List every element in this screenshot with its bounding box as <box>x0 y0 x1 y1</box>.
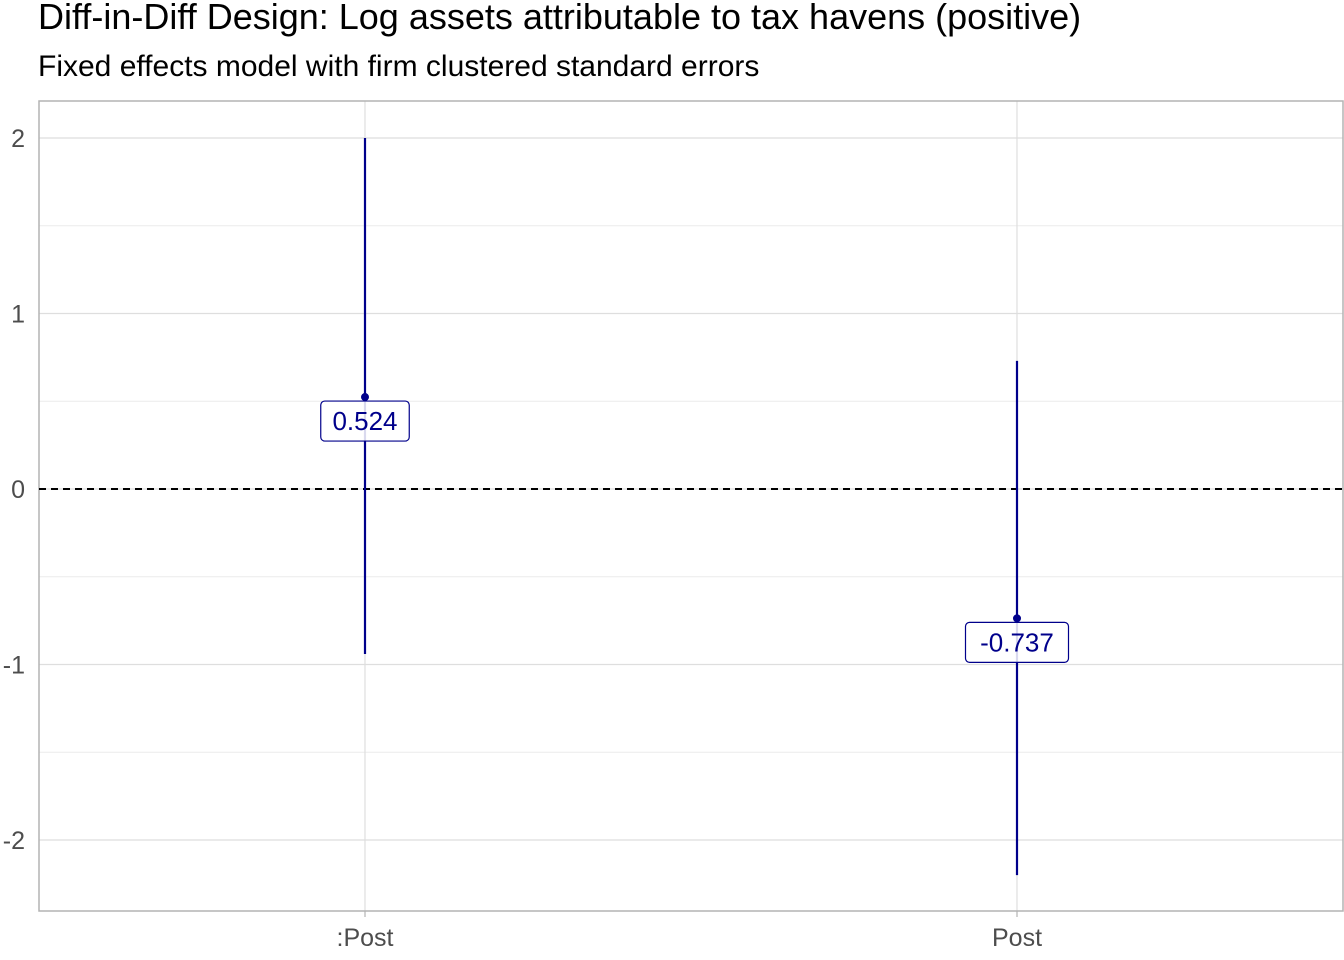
point-estimate <box>361 393 369 402</box>
point-estimate <box>1013 614 1021 623</box>
data-label-box <box>320 400 410 442</box>
y-tick-label: 1 <box>11 301 25 329</box>
y-tick-label: 2 <box>11 125 25 153</box>
data-label: -0.737 <box>980 627 1054 657</box>
data-label: 0.524 <box>332 406 397 436</box>
chart-subtitle: Fixed effects model with firm clustered … <box>38 50 760 83</box>
plot-border <box>38 100 1344 912</box>
y-tick-label: -1 <box>3 652 25 680</box>
y-tick-label: -2 <box>3 827 25 855</box>
plot-panel <box>39 101 1343 911</box>
x-tick-label: Post <box>992 924 1042 952</box>
y-tick-label: 0 <box>11 476 25 504</box>
x-tick-label: :Post <box>337 924 394 952</box>
chart-title: Diff-in-Diff Design: Log assets attribut… <box>38 0 1082 37</box>
data-label-box <box>964 621 1070 663</box>
